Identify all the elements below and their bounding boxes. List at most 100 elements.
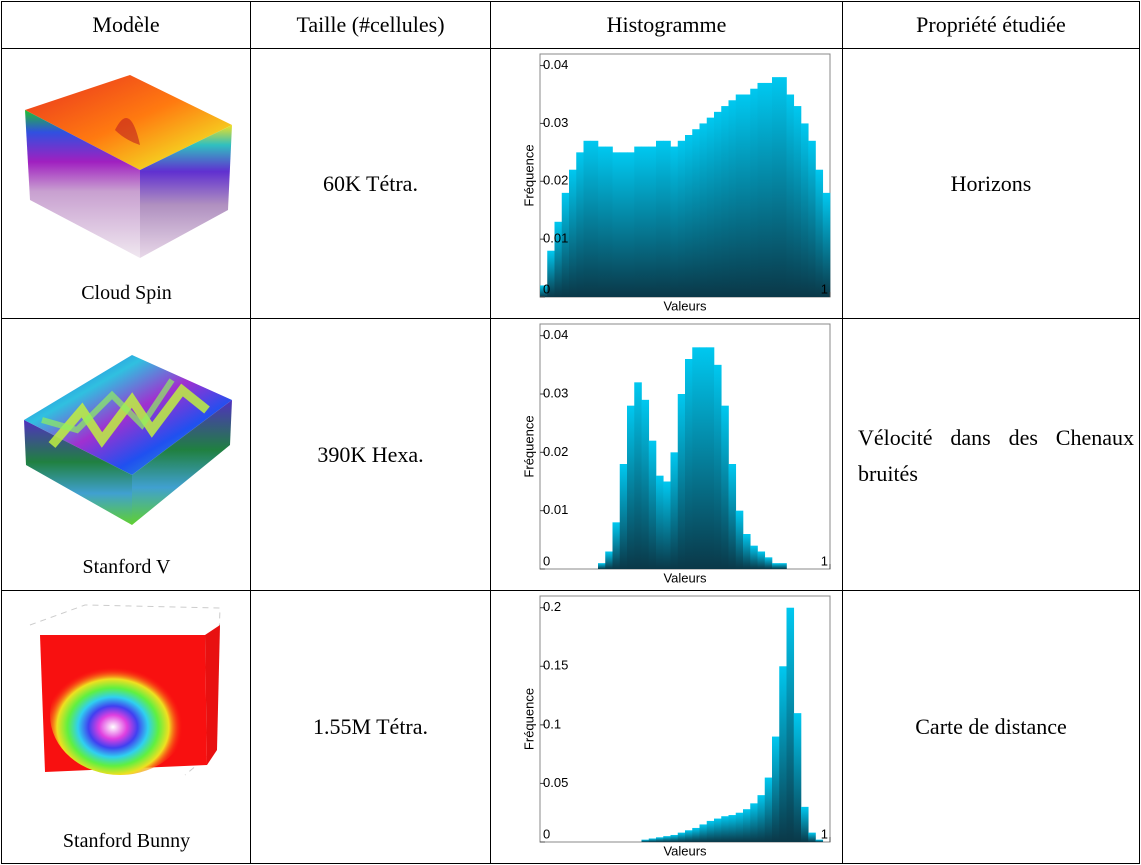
bar <box>735 94 744 297</box>
header-cell: Modèle <box>92 12 160 37</box>
bar <box>561 192 570 297</box>
bar <box>554 221 563 297</box>
size-cell: 60K Tétra. <box>323 170 418 196</box>
model-caption: Stanford V <box>82 556 171 578</box>
model-caption: Stanford Bunny <box>62 830 191 852</box>
bar <box>801 123 809 297</box>
model-image <box>29 604 221 776</box>
bar <box>728 815 737 842</box>
property-cell: Vélocité dans des Chenaux bruités <box>858 425 1134 486</box>
rule <box>1139 1 1140 864</box>
bar <box>656 475 664 569</box>
bar <box>634 146 642 297</box>
model-image <box>24 355 232 525</box>
bar <box>641 146 650 297</box>
histogram: 0 0.01 0.02 0.03 0.04 1 Valeurs Fréquence <box>521 323 831 585</box>
rule <box>490 1 491 864</box>
bar <box>598 563 606 569</box>
y-tick-label: 0.05 <box>543 775 568 790</box>
y-tick-label: 0.15 <box>543 658 568 673</box>
bar <box>612 522 621 569</box>
header-cell: Histogramme <box>606 12 727 37</box>
y-tick-label: 0.04 <box>543 327 568 342</box>
rule <box>1 48 1140 49</box>
header-cell: Propriété étudiée <box>916 12 1066 37</box>
bar <box>677 140 686 297</box>
bar <box>627 152 635 297</box>
bar <box>627 405 635 569</box>
bar <box>721 816 729 842</box>
bar <box>772 563 780 569</box>
bar <box>583 140 592 297</box>
rule <box>1 1 2 864</box>
bar <box>714 111 722 297</box>
bar <box>772 736 780 842</box>
x-tick-label: 1 <box>821 281 828 296</box>
bar <box>648 440 657 569</box>
bar <box>779 77 787 297</box>
bar <box>728 100 737 298</box>
bar <box>772 77 780 297</box>
bar <box>663 481 671 569</box>
bar <box>757 551 766 569</box>
bar <box>786 607 795 842</box>
y-tick-label: 0.04 <box>543 57 568 72</box>
bar <box>728 464 737 569</box>
rule <box>1 863 1140 864</box>
bar <box>706 347 715 569</box>
bar <box>670 834 679 842</box>
bar <box>598 146 606 297</box>
size-cell: 1.55M Tétra. <box>312 714 429 739</box>
rule <box>1 318 1140 319</box>
bar <box>677 394 686 569</box>
bar <box>619 152 628 297</box>
bar <box>743 534 751 569</box>
bar <box>786 94 795 297</box>
property-cell: Horizons <box>950 170 1032 196</box>
bar <box>750 803 758 842</box>
x-axis-label: Valeurs <box>663 298 707 313</box>
bar <box>793 106 802 297</box>
bar <box>692 347 700 569</box>
bar <box>590 140 599 297</box>
y-axis-label: Fréquence <box>521 144 536 206</box>
rule <box>842 1 843 864</box>
bar <box>764 82 773 297</box>
bar <box>540 285 548 297</box>
bar <box>793 713 802 842</box>
bar <box>714 818 722 842</box>
model-caption: Cloud Spin <box>81 282 172 304</box>
y-tick-label: 0 <box>543 281 550 296</box>
bar <box>757 82 766 297</box>
bar <box>706 820 715 842</box>
bar <box>692 129 700 297</box>
bar <box>714 364 722 569</box>
rule <box>1 1 1140 2</box>
size-cell: 390K Hexa. <box>317 441 424 467</box>
bar <box>721 106 729 297</box>
rule <box>1 590 1140 591</box>
y-tick-label: 0.1 <box>543 716 561 731</box>
x-axis-label: Valeurs <box>663 570 707 585</box>
y-axis-label: Fréquence <box>521 415 536 477</box>
bar <box>743 94 751 297</box>
bar <box>670 452 679 569</box>
model-image <box>25 75 232 258</box>
bar <box>547 250 555 297</box>
bar <box>757 795 766 842</box>
bar <box>685 359 693 569</box>
bar <box>743 809 751 842</box>
bar <box>685 830 693 842</box>
bar <box>764 557 773 569</box>
y-tick-label: 0.2 <box>543 599 561 614</box>
bar <box>656 140 664 297</box>
bar <box>764 777 773 842</box>
bar <box>663 140 671 297</box>
bar <box>735 510 744 569</box>
y-tick-label: 0.01 <box>543 231 568 246</box>
y-axis-label: Fréquence <box>521 688 536 750</box>
bar <box>605 146 613 297</box>
bar <box>815 169 824 297</box>
y-tick-label: 0 <box>543 553 550 568</box>
